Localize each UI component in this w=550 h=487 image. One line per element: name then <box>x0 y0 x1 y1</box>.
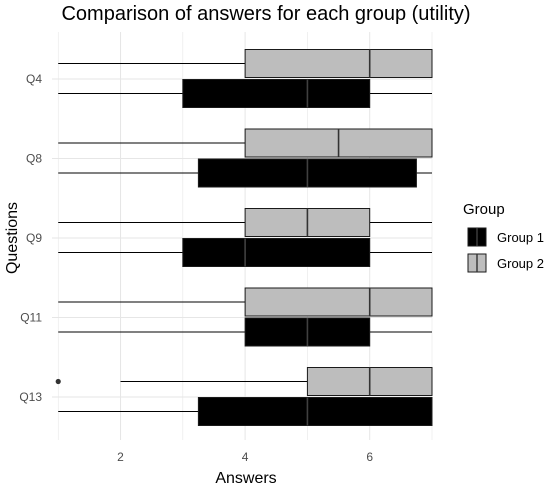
box-iqr <box>182 79 371 108</box>
legend-item-group-1: Group 1 <box>467 227 544 247</box>
box-Q11-group-1 <box>58 317 432 347</box>
y-axis-title: Questions <box>4 202 21 274</box>
box-Q13-group-1 <box>58 397 433 426</box>
outlier-point <box>55 378 61 385</box>
legend-label: Group 1 <box>497 230 544 245</box>
x-tick-label: 4 <box>242 450 249 464</box>
box-iqr <box>182 238 371 267</box>
box-iqr <box>244 287 433 317</box>
y-tick-label: Q13 <box>19 390 42 404</box>
x-tick-label: 2 <box>117 450 124 464</box>
box-iqr <box>197 397 433 426</box>
y-tick-label: Q11 <box>20 311 42 325</box>
box-Q8-group-2 <box>58 128 433 158</box>
box-Q9-group-2 <box>58 208 432 237</box>
legend-label: Group 2 <box>497 256 544 271</box>
legend-title: Group <box>463 201 505 218</box>
y-axis-ticks: Q4 Q8 Q9 Q11 Q13 <box>19 72 42 404</box>
y-tick-label: Q9 <box>26 231 42 245</box>
x-axis-title: Answers <box>215 470 276 487</box>
boxes <box>55 49 433 426</box>
x-tick-label: 6 <box>366 450 373 464</box>
y-tick-label: Q4 <box>26 72 42 86</box>
box-Q9-group-1 <box>58 238 432 267</box>
chart-title: Comparison of answers for each group (ut… <box>61 3 470 25</box>
box-Q8-group-1 <box>58 158 432 188</box>
legend: Group Group 1 Group 2 <box>463 201 544 273</box>
x-axis-ticks: 2 4 6 <box>117 450 373 464</box>
box-Q11-group-2 <box>58 287 433 317</box>
y-tick-label: Q8 <box>26 152 42 166</box>
box-Q4-group-2 <box>58 49 433 78</box>
box-Q13-group-2 <box>55 367 433 396</box>
box-Q4-group-1 <box>58 79 432 108</box>
box-iqr <box>244 49 433 78</box>
legend-item-group-2: Group 2 <box>467 253 544 273</box>
